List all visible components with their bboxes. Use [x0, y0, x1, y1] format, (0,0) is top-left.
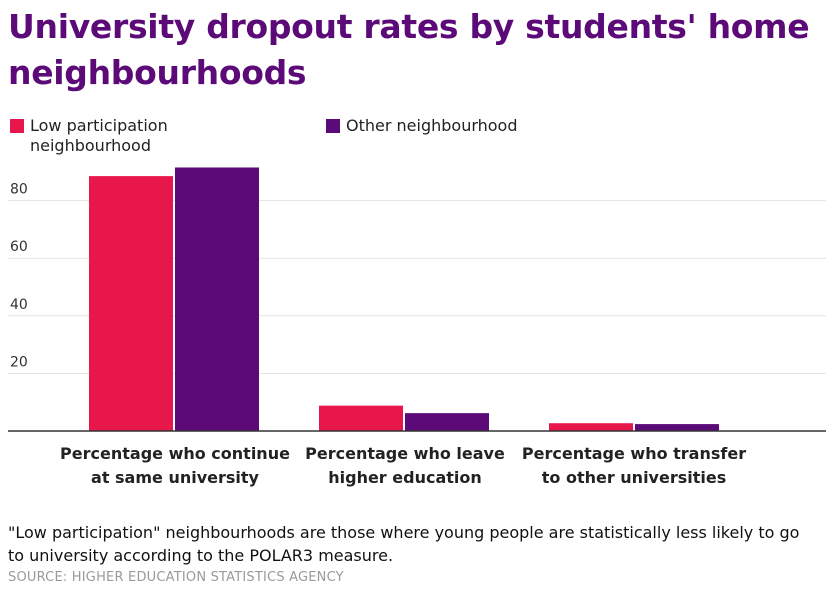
legend-label-other: Other neighbourhood — [346, 116, 518, 135]
bar-other-0 — [175, 167, 259, 432]
category-label-continue: Percentage who continue at same universi… — [60, 444, 290, 487]
y-tick-label-80: 80 — [10, 182, 28, 198]
bar-low-participation-2 — [549, 423, 633, 431]
y-tick-label-20: 20 — [10, 354, 28, 370]
legend-label-low-participation: Low participation neighbourhood — [30, 116, 168, 155]
bar-chart: 20 40 60 80 — [8, 167, 826, 432]
chart-title: University dropout rates by students' ho… — [8, 7, 810, 92]
category-label-transfer: Percentage who transfer to other univers… — [521, 444, 747, 487]
category-label-leave: Percentage who leave higher education — [305, 444, 505, 487]
bar-other-1 — [405, 413, 489, 431]
y-tick-label-60: 60 — [10, 239, 28, 255]
bar-low-participation-1 — [319, 405, 403, 431]
legend-item-low-participation: Low participation neighbourhood — [10, 116, 250, 156]
legend-item-other: Other neighbourhood — [326, 116, 586, 136]
legend-swatch-other — [326, 119, 340, 133]
y-tick-label-40: 40 — [10, 297, 28, 313]
bar-other-2 — [635, 424, 719, 431]
footnote: "Low participation" neighbourhoods are t… — [8, 523, 800, 565]
bar-low-participation-0 — [89, 176, 173, 431]
legend-swatch-low-participation — [10, 119, 24, 133]
source-credit: SOURCE: HIGHER EDUCATION STATISTICS AGEN… — [8, 570, 344, 585]
